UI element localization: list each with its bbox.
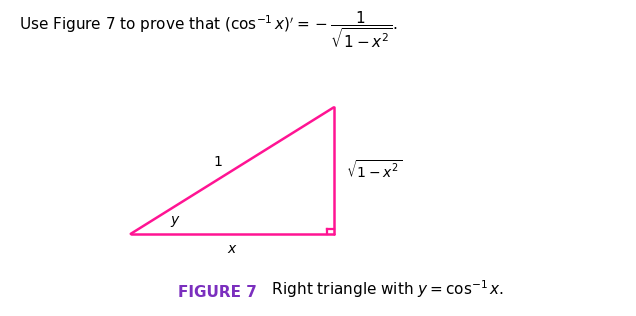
Text: $\sqrt{1-x^2}$: $\sqrt{1-x^2}$: [346, 160, 402, 181]
Text: $y$: $y$: [170, 214, 181, 229]
Text: FIGURE 7: FIGURE 7: [178, 285, 257, 300]
Text: 1: 1: [214, 155, 223, 169]
Text: $x$: $x$: [227, 242, 237, 256]
Text: Right triangle with $y = \cos^{-1} x$.: Right triangle with $y = \cos^{-1} x$.: [267, 278, 504, 300]
Text: Use Figure 7 to prove that $(\cos^{-1} x)' = -\dfrac{1}{\sqrt{1-x^2}}$.: Use Figure 7 to prove that $(\cos^{-1} x…: [19, 9, 398, 50]
